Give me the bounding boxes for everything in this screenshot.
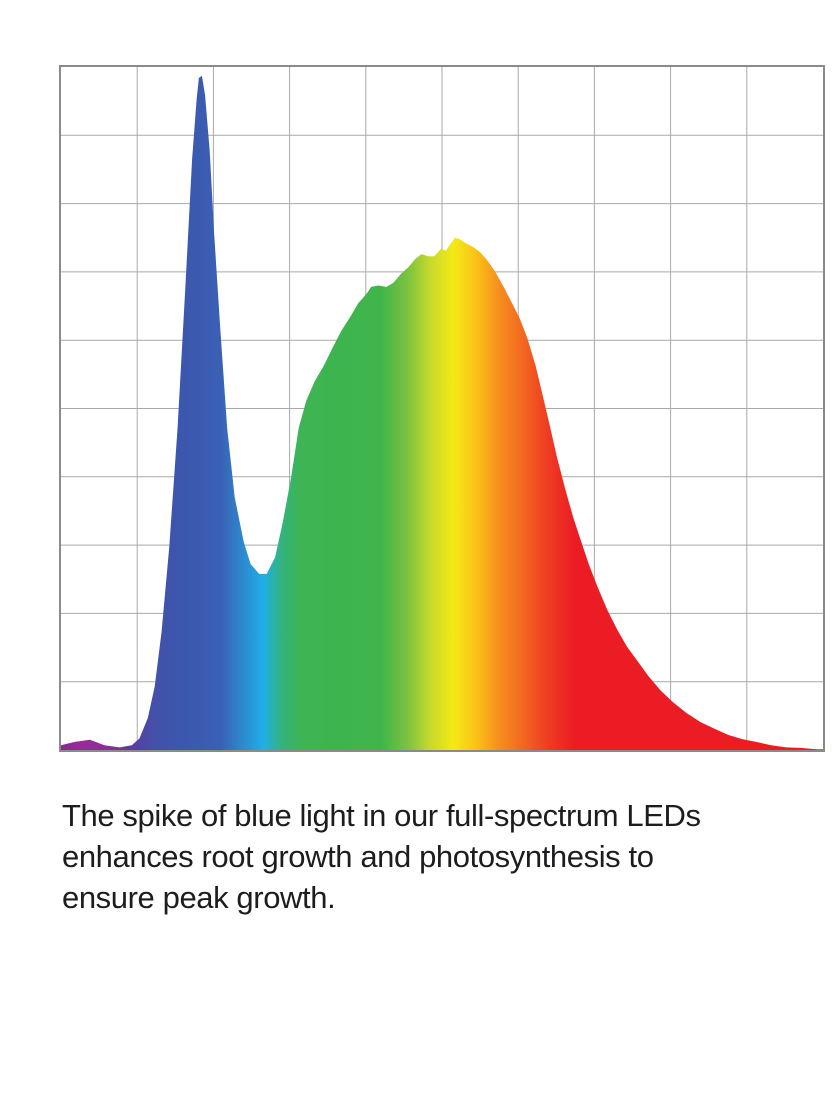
caption-line-2: enhances root growth and photosynthesis … (62, 839, 654, 874)
spectrum-chart (59, 65, 825, 752)
caption-line-1: The spike of blue light in our full-spec… (62, 798, 701, 833)
caption-line-3: ensure peak growth. (62, 880, 336, 915)
chart-caption: The spike of blue light in our full-spec… (62, 795, 792, 918)
spectrum-area-series (61, 75, 823, 750)
spectrum-area-plot (61, 67, 823, 750)
